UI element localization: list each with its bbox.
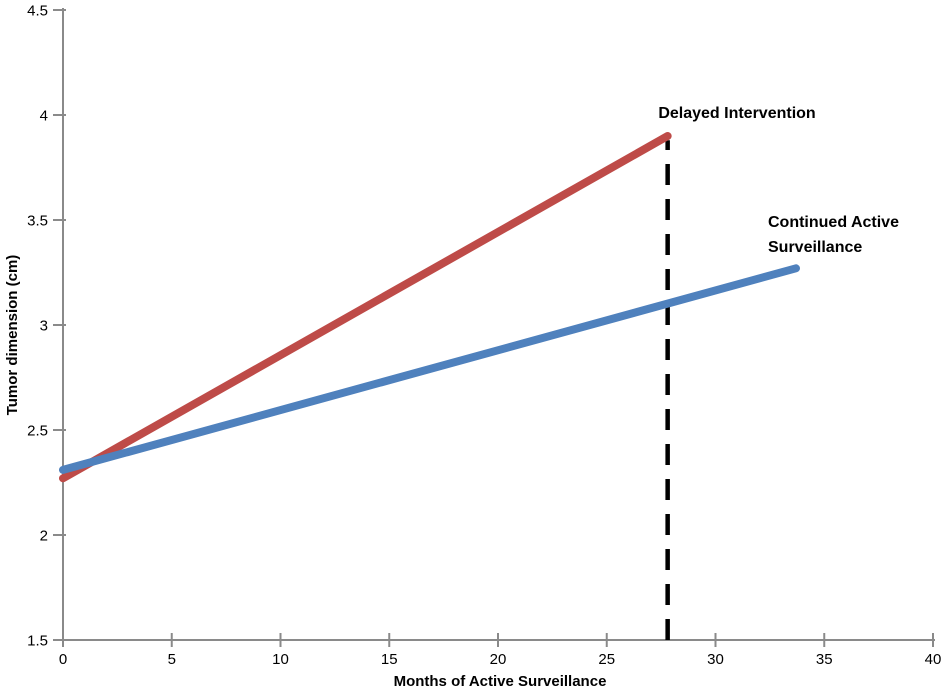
y-tick-label: 3 <box>40 318 48 335</box>
series-label-delayed-intervention: Delayed Intervention <box>658 105 816 122</box>
y-tick-label: 4 <box>40 108 48 125</box>
x-tick-label: 30 <box>707 651 724 668</box>
y-tick-label: 2.5 <box>27 423 48 440</box>
series-line-continued-active-surveillance <box>59 264 800 474</box>
y-tick-label: 1.5 <box>27 633 48 650</box>
x-tick-label: 40 <box>925 651 942 668</box>
x-tick-label: 25 <box>598 651 615 668</box>
x-tick-label: 10 <box>272 651 289 668</box>
x-tick-label: 15 <box>381 651 398 668</box>
x-axis-title: Months of Active Surveillance <box>393 673 607 690</box>
x-tick-label: 35 <box>816 651 833 668</box>
x-tick-label: 20 <box>490 651 507 668</box>
y-tick-label: 3.5 <box>27 213 48 230</box>
y-tick-label: 2 <box>40 528 48 545</box>
series-line-delayed-intervention <box>59 132 672 483</box>
x-tick-label: 5 <box>168 651 176 668</box>
y-axis-title: Tumor dimension (cm) <box>4 254 21 416</box>
x-tick-label: 0 <box>59 651 67 668</box>
y-tick-label: 4.5 <box>27 3 48 20</box>
series-label-continued-active-surveillance: Continued Active Surveillance <box>768 214 899 256</box>
